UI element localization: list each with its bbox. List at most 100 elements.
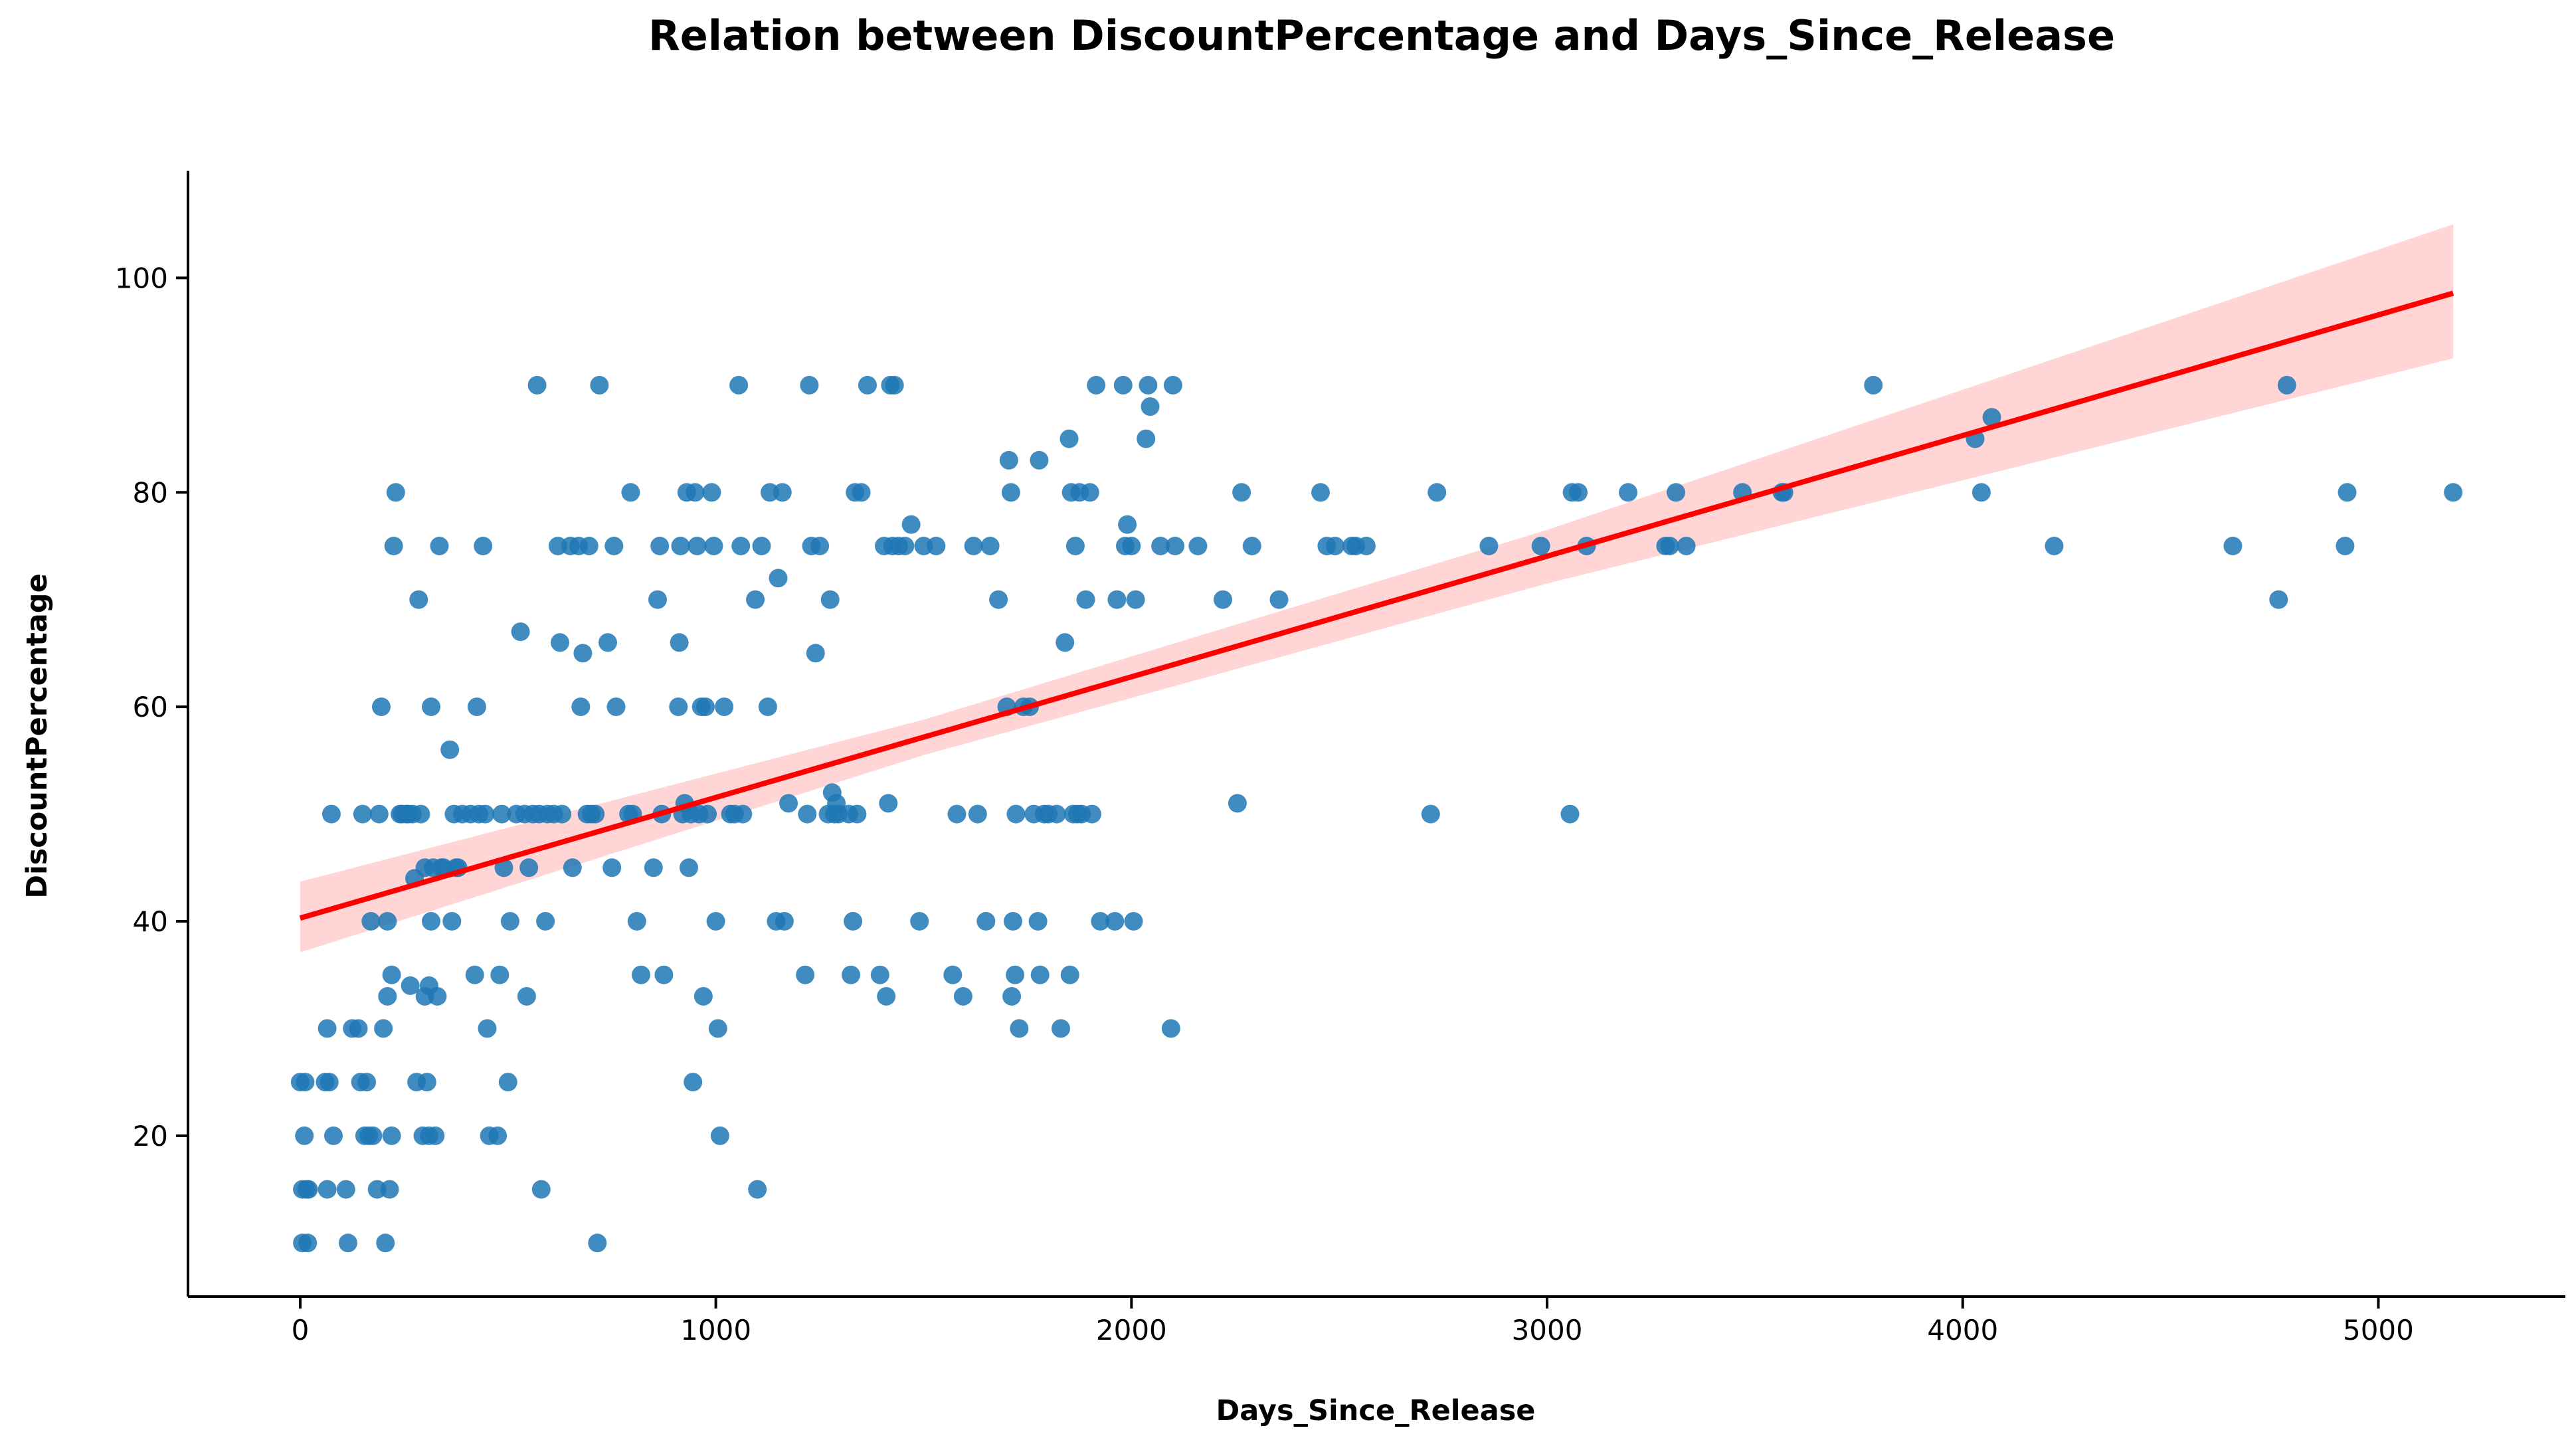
data-point bbox=[752, 537, 771, 555]
data-point bbox=[296, 1073, 315, 1092]
data-point bbox=[706, 912, 725, 931]
data-point bbox=[465, 965, 484, 984]
data-point bbox=[1479, 537, 1499, 555]
data-point bbox=[1126, 590, 1145, 609]
data-point bbox=[361, 912, 381, 931]
data-point bbox=[953, 987, 972, 1006]
data-point bbox=[758, 697, 777, 717]
data-point bbox=[1047, 804, 1066, 824]
data-point bbox=[588, 1233, 607, 1253]
data-point bbox=[1427, 483, 1447, 502]
data-point bbox=[478, 1019, 497, 1038]
data-point bbox=[704, 537, 723, 555]
data-point bbox=[844, 912, 863, 931]
data-point bbox=[299, 1180, 318, 1199]
data-point bbox=[1091, 912, 1110, 931]
data-point bbox=[708, 1019, 727, 1038]
data-point bbox=[746, 590, 765, 609]
x-axis-label: Days_Since_Release bbox=[1216, 1394, 1536, 1427]
data-point bbox=[964, 537, 983, 555]
data-point bbox=[324, 1126, 343, 1145]
data-point bbox=[417, 1073, 436, 1092]
data-point bbox=[2338, 483, 2357, 502]
data-point bbox=[382, 965, 401, 984]
data-point bbox=[1006, 965, 1025, 984]
data-point bbox=[947, 804, 966, 824]
data-point bbox=[442, 912, 462, 931]
data-point bbox=[511, 622, 530, 642]
data-point bbox=[2045, 537, 2064, 555]
data-point bbox=[627, 912, 646, 931]
data-point bbox=[1569, 483, 1588, 502]
data-point bbox=[680, 858, 698, 877]
data-point bbox=[378, 912, 397, 931]
data-point bbox=[1269, 590, 1289, 609]
data-point bbox=[1161, 1019, 1180, 1038]
data-point bbox=[976, 912, 996, 931]
data-point bbox=[353, 804, 372, 824]
data-point bbox=[571, 697, 591, 717]
data-point bbox=[553, 804, 572, 824]
data-point bbox=[536, 912, 555, 931]
data-point bbox=[1188, 537, 1208, 555]
data-point bbox=[684, 1073, 703, 1092]
data-point bbox=[2277, 375, 2296, 395]
data-point bbox=[563, 858, 582, 877]
data-point bbox=[1076, 590, 1095, 609]
data-point bbox=[688, 537, 707, 555]
data-point bbox=[1001, 483, 1020, 502]
data-point bbox=[372, 697, 391, 717]
x-tick-label: 5000 bbox=[2343, 1314, 2414, 1346]
data-point bbox=[382, 1126, 401, 1145]
data-point bbox=[374, 1019, 393, 1038]
data-point bbox=[1056, 633, 1075, 652]
x-tick-label: 0 bbox=[292, 1314, 310, 1346]
data-point bbox=[800, 375, 819, 395]
data-point bbox=[1677, 537, 1696, 555]
data-point bbox=[298, 1233, 318, 1253]
data-point bbox=[1311, 483, 1330, 502]
data-point bbox=[1667, 483, 1685, 502]
data-point bbox=[648, 590, 667, 609]
data-point bbox=[401, 976, 420, 995]
data-point bbox=[357, 1073, 377, 1092]
data-point bbox=[338, 1233, 357, 1253]
data-point bbox=[702, 483, 721, 502]
data-point bbox=[733, 804, 753, 824]
data-point bbox=[1124, 912, 1143, 931]
data-point bbox=[409, 590, 428, 609]
data-point bbox=[1214, 590, 1232, 609]
data-point bbox=[852, 483, 871, 502]
data-point bbox=[428, 987, 447, 1006]
x-tick-label: 1000 bbox=[680, 1314, 751, 1346]
data-point bbox=[748, 1180, 767, 1199]
data-point bbox=[1118, 515, 1137, 534]
data-point bbox=[1113, 375, 1133, 395]
data-point bbox=[943, 965, 963, 984]
data-point bbox=[363, 1126, 383, 1145]
confidence-band-layer bbox=[300, 224, 2454, 953]
data-point bbox=[1972, 483, 1991, 502]
data-point bbox=[644, 858, 663, 877]
y-tick-label: 40 bbox=[133, 905, 168, 938]
data-point bbox=[586, 804, 605, 824]
data-point bbox=[474, 537, 493, 555]
data-point bbox=[669, 697, 688, 717]
data-point bbox=[1137, 429, 1156, 448]
data-point bbox=[378, 987, 397, 1006]
data-point bbox=[1139, 375, 1158, 395]
data-point bbox=[693, 987, 713, 1006]
confidence-band bbox=[300, 224, 2454, 953]
data-point bbox=[696, 697, 715, 717]
data-point bbox=[810, 537, 830, 555]
data-point bbox=[336, 1180, 355, 1199]
data-point bbox=[670, 633, 689, 652]
data-point bbox=[820, 590, 840, 609]
data-point bbox=[573, 644, 593, 663]
data-point bbox=[621, 483, 640, 502]
data-point bbox=[1122, 537, 1141, 555]
data-point bbox=[1006, 804, 1026, 824]
regression-line bbox=[299, 290, 2454, 921]
